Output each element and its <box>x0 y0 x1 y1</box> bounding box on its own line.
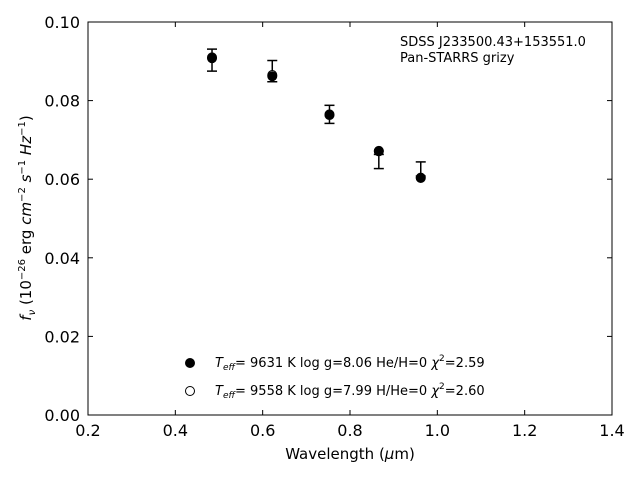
annotation-survey: Pan-STARRS grizy <box>400 51 515 66</box>
point-filled <box>373 146 384 157</box>
y-tick-label: 0.06 <box>44 170 80 189</box>
y-tick-label: 0.02 <box>44 327 80 346</box>
x-axis-label: Wavelength (μm) <box>285 445 415 463</box>
point-filled <box>324 109 335 120</box>
x-tick-label: 0.8 <box>337 421 362 440</box>
x-tick-label: 1.4 <box>599 421 624 440</box>
point-filled <box>415 173 426 184</box>
y-axis-label: fν (10−26 erg cm−2 s−1 Hz−1) <box>17 115 38 320</box>
x-tick-label: 0.6 <box>250 421 275 440</box>
plot-frame <box>87 21 613 416</box>
legend-entry-1: Teff= 9631 K log g=8.06 He/H=0 χ2=2.59 <box>215 354 485 373</box>
annotation-object-name: SDSS J233500.43+153551.0 <box>400 35 586 50</box>
y-tick-label: 0.00 <box>44 406 80 425</box>
point-filled <box>267 71 278 82</box>
y-tick-label: 0.08 <box>44 92 80 111</box>
x-tick-label: 0.4 <box>163 421 188 440</box>
model-points <box>207 52 426 184</box>
x-tick-label: 1.0 <box>425 421 450 440</box>
y-tick-label: 0.04 <box>44 249 80 268</box>
legend-marker-open <box>185 386 195 396</box>
point-filled <box>207 53 218 64</box>
y-tick-label: 0.10 <box>44 13 80 32</box>
x-tick-label: 0.2 <box>75 421 100 440</box>
legend-marker-filled <box>185 358 195 368</box>
x-tick-label: 1.2 <box>512 421 537 440</box>
axis-ticks: 0.2 0.4 0.6 0.8 1.0 1.2 1.4 0.00 0.02 0.04 0.06 0.0… <box>44 13 624 440</box>
legend: Teff= 9631 K log g=8.06 He/H=0 χ2=2.59 T… <box>185 354 485 401</box>
legend-entry-2: Teff= 9558 K log g=7.99 H/He=0 χ2=2.60 <box>215 382 485 401</box>
